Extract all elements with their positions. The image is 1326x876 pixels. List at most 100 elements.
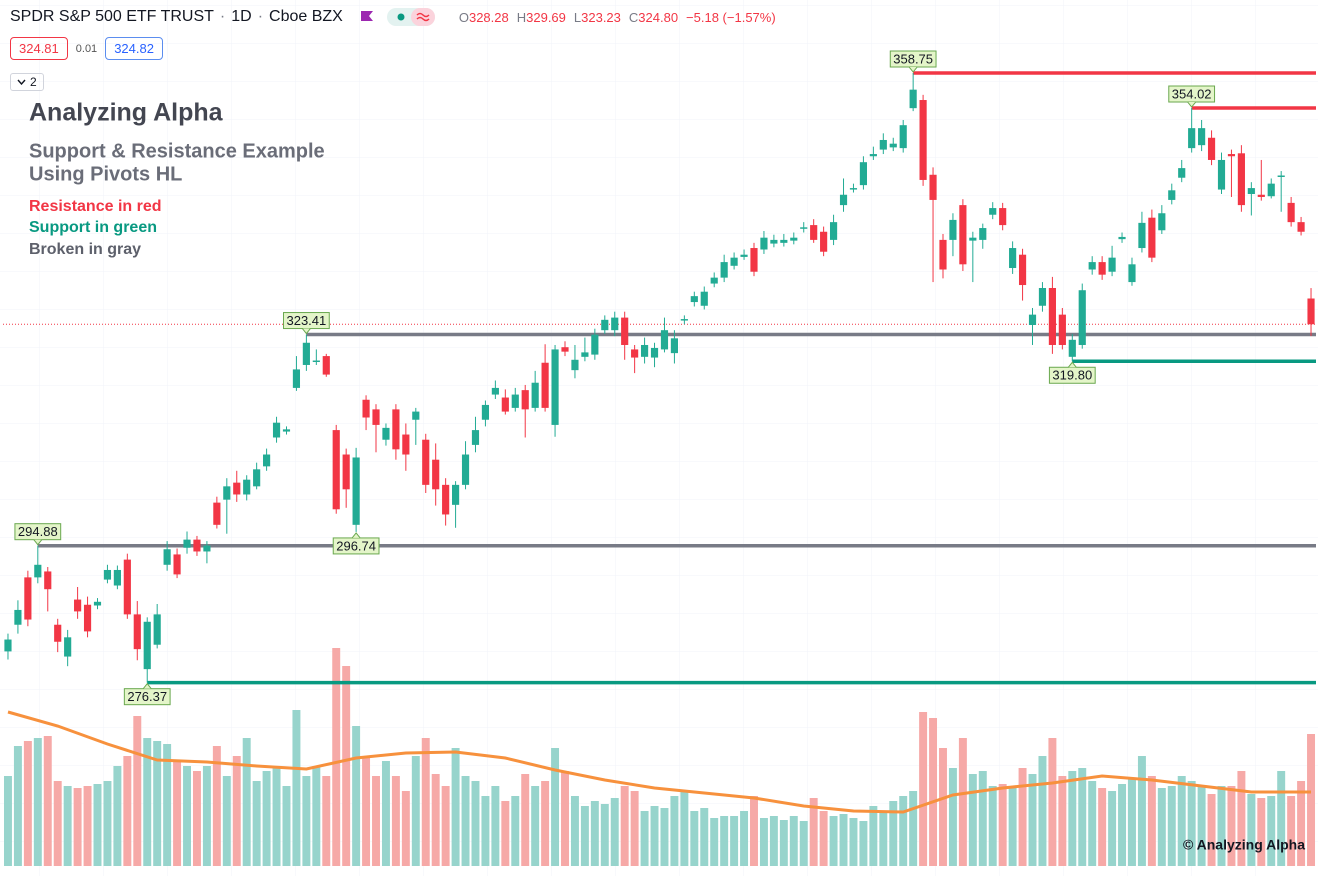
ask-button[interactable]: 324.82: [105, 37, 163, 60]
volume-bar: [93, 784, 102, 866]
candle-body: [531, 382, 539, 408]
volume-bar: [1137, 756, 1146, 866]
candle-body: [44, 571, 52, 590]
candle-body: [650, 347, 659, 358]
candle-body: [611, 317, 619, 331]
volume-bar: [232, 756, 241, 866]
candle-body: [700, 291, 708, 306]
pivot-value: 294.88: [18, 524, 58, 539]
candle-body: [839, 194, 848, 206]
ohlc-value: 329.69: [526, 9, 566, 25]
bid-button[interactable]: 324.81: [10, 37, 68, 60]
candle-body: [690, 296, 698, 303]
candle-body: [412, 411, 420, 420]
candle-body: [312, 360, 320, 363]
pivot-pointer: [301, 328, 311, 335]
candle-body: [352, 457, 360, 525]
volume-bar: [63, 786, 72, 866]
candle-body: [1048, 287, 1056, 345]
candle-body: [233, 482, 241, 495]
volume-bar: [740, 811, 749, 866]
candle-body: [919, 100, 927, 180]
candle-body: [1178, 168, 1186, 178]
indicator-toggle[interactable]: 2: [10, 73, 44, 91]
candle-body: [889, 143, 897, 148]
volume-bar: [1118, 784, 1127, 866]
candle-body: [4, 639, 12, 652]
pivot-value: 323.41: [286, 313, 326, 328]
candle-body: [1237, 153, 1245, 206]
candle-body: [770, 239, 778, 244]
ohlc-key: O: [458, 9, 469, 25]
pivot-pointer: [908, 66, 918, 73]
volume-bar: [1058, 776, 1067, 866]
candle-body: [810, 225, 818, 240]
volume-bar: [192, 771, 201, 866]
candle-body: [432, 459, 440, 490]
volume-bar: [212, 746, 221, 866]
volume-bar: [33, 738, 42, 866]
volume-bar: [789, 816, 798, 866]
candle-body: [103, 569, 112, 580]
candle-body: [402, 434, 410, 455]
candle-body: [292, 369, 301, 388]
volume-bar: [3, 776, 12, 866]
candle-body: [521, 390, 529, 410]
volume-bar: [859, 821, 868, 866]
indicator-count: 2: [30, 75, 37, 89]
candle-body: [481, 404, 490, 420]
volume-bar: [431, 774, 440, 866]
volume-bar: [929, 718, 938, 866]
ohlc-key: C: [628, 9, 639, 25]
volume-bar: [1038, 756, 1047, 866]
volume-bar: [163, 744, 172, 866]
pivot-value: 358.75: [893, 51, 933, 66]
volume-bar: [839, 814, 848, 866]
candle-body: [780, 239, 788, 243]
change: −5.18 (−1.57%): [686, 9, 776, 25]
volume-bar: [829, 816, 838, 866]
candle-body: [1098, 262, 1106, 275]
candle-body: [183, 539, 191, 548]
candle-body: [442, 484, 450, 515]
ohlc-value: 324.80: [638, 9, 679, 25]
volume-bar: [1068, 771, 1077, 866]
volume-bar: [978, 771, 987, 866]
quote-row: 324.81 0.01 324.82: [10, 37, 163, 60]
candle-body: [1277, 175, 1285, 177]
volume-bar: [750, 796, 758, 866]
candle-body: [670, 338, 679, 354]
volume-bar: [620, 786, 629, 866]
volume-bar: [759, 818, 768, 866]
pivot-value: 354.02: [1172, 86, 1212, 101]
candle-body: [14, 609, 22, 625]
candle-body: [541, 362, 549, 408]
pivot-label: 323.41: [282, 312, 330, 335]
volume-bar: [362, 756, 371, 866]
volume-bar: [302, 776, 311, 866]
candle-body: [213, 502, 221, 525]
watermark: © Analyzing Alpha: [1183, 837, 1305, 853]
interval[interactable]: 1D: [231, 8, 252, 25]
volume-bar: [1197, 786, 1206, 866]
volume-bar: [83, 786, 92, 866]
candle-body: [1227, 154, 1236, 157]
volume-bar: [809, 798, 818, 866]
volume-bar: [899, 796, 908, 866]
candle-body: [54, 624, 62, 642]
candle-body: [322, 356, 330, 375]
volume-bar: [610, 798, 619, 866]
volume-bar: [551, 748, 560, 866]
candle-body: [452, 484, 460, 505]
candle-body: [1078, 290, 1086, 345]
candle-body: [382, 427, 390, 440]
volume-bar: [1277, 771, 1286, 866]
candle-body: [999, 208, 1007, 226]
volume-bar: [710, 818, 719, 866]
volume-bar: [690, 811, 699, 866]
volume-bar: [590, 801, 599, 866]
volume-bar: [451, 748, 460, 866]
volume-bar: [1267, 796, 1276, 866]
volume-bar: [1247, 794, 1256, 866]
volume-bar: [173, 761, 182, 866]
